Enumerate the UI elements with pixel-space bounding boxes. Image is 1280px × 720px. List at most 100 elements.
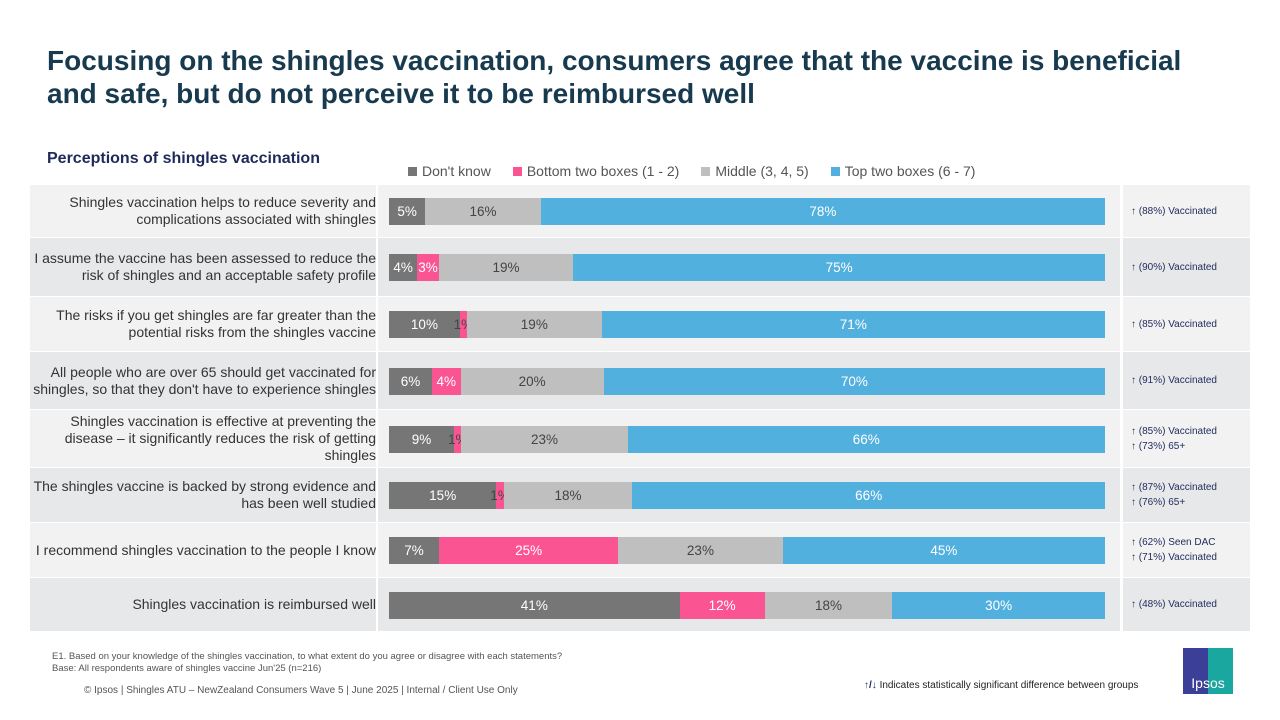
legend-label: Don't know bbox=[422, 163, 491, 179]
bar-segment: 18% bbox=[764, 591, 893, 619]
chart-row: The risks if you get shingles are far gr… bbox=[30, 297, 1250, 351]
bar-cell: 7% 25% 23% 45% bbox=[378, 523, 1121, 577]
legend-swatch bbox=[830, 166, 840, 176]
bar-segment: 66% bbox=[632, 482, 1105, 509]
data-label: 78% bbox=[809, 204, 837, 219]
bar-segment: 23% bbox=[618, 537, 783, 564]
data-label: 19% bbox=[520, 317, 548, 332]
bar-cell: 9% 1% 23% 66% bbox=[378, 410, 1121, 467]
base-note: Base: All respondents aware of shingles … bbox=[52, 663, 322, 674]
bar-segment: 12% bbox=[679, 591, 765, 619]
significance-text: (88%) Vaccinated bbox=[1138, 205, 1217, 217]
data-label: 66% bbox=[852, 431, 880, 447]
chart-row: All people who are over 65 should get va… bbox=[30, 352, 1250, 409]
legend-swatch bbox=[408, 166, 417, 176]
data-label: 3% bbox=[418, 260, 438, 275]
ipsos-logo: Ipsos bbox=[1183, 648, 1233, 694]
significance-cell: ↑ (62%) Seen DAC ↑ (71%) Vaccinated bbox=[1123, 523, 1250, 577]
category-label: The risks if you get shingles are far gr… bbox=[30, 297, 376, 351]
bar-segment: 70% bbox=[603, 367, 1105, 395]
significance-note: ↑ (88%) Vaccinated bbox=[1131, 206, 1250, 217]
chart-row: Shingles vaccination helps to reduce sev… bbox=[30, 185, 1250, 237]
data-label: 41% bbox=[520, 597, 548, 613]
significance-cell: ↑ (88%) Vaccinated bbox=[1123, 185, 1250, 237]
legend-item: Middle (3, 4, 5) bbox=[701, 163, 809, 179]
bar-segment: 10% bbox=[389, 311, 460, 338]
arrow-up-icon: ↑ bbox=[1131, 375, 1136, 386]
bar-cell: 41% 12% 18% 30% bbox=[378, 578, 1121, 631]
bar-segment: 1% bbox=[490, 482, 510, 509]
category-label: Shingles vaccination is reimbursed well bbox=[30, 578, 376, 631]
bar-segment: 75% bbox=[573, 254, 1105, 281]
data-label: 5% bbox=[397, 204, 417, 219]
question-note: E1. Based on your knowledge of the shing… bbox=[52, 651, 563, 662]
significance-text: (76%) 65+ bbox=[1138, 497, 1186, 508]
data-label: 4% bbox=[436, 373, 457, 389]
category-label: The shingles vaccine is backed by strong… bbox=[30, 468, 376, 522]
data-label: 23% bbox=[686, 543, 714, 558]
bar-segment: 1% bbox=[448, 425, 467, 453]
legend-label: Top two boxes (6 - 7) bbox=[844, 163, 976, 179]
copyright: © Ipsos | Shingles ATU – NewZealand Cons… bbox=[84, 685, 518, 696]
bar-segment: 19% bbox=[466, 311, 602, 338]
legend-swatch bbox=[512, 166, 522, 176]
data-label: 10% bbox=[410, 317, 438, 332]
stacked-bar: 41% 12% 18% 30% bbox=[389, 591, 1105, 619]
data-label: 25% bbox=[515, 543, 543, 558]
bar-cell: 4% 3% 19% 75% bbox=[378, 238, 1121, 296]
data-label: 6% bbox=[400, 373, 421, 389]
legend: Don't know Bottom two boxes (1 - 2) Middle… bbox=[408, 163, 997, 179]
data-label: 23% bbox=[530, 431, 558, 447]
bar-segment: 4% bbox=[431, 367, 461, 395]
data-label: 18% bbox=[814, 597, 843, 613]
data-label: 4% bbox=[393, 260, 413, 275]
legend-label: Middle (3, 4, 5) bbox=[715, 163, 809, 179]
stacked-bar: 4% 3% 19% 75% bbox=[389, 254, 1105, 281]
legend-label: Bottom two boxes (1 - 2) bbox=[526, 163, 680, 179]
significance-note: ↑ (48%) Vaccinated bbox=[1131, 599, 1250, 610]
category-label: Shingles vaccination helps to reduce sev… bbox=[30, 185, 376, 237]
bar-segment: 3% bbox=[417, 254, 439, 281]
significance-cell: ↑ (85%) Vaccinated bbox=[1123, 297, 1250, 351]
stacked-bar: 6% 4% 20% 70% bbox=[389, 367, 1105, 395]
bar-segment: 4% bbox=[389, 254, 418, 281]
bar-segment: 78% bbox=[540, 198, 1105, 225]
significance-text: (90%) Vaccinated bbox=[1138, 261, 1217, 273]
category-label: I assume the vaccine has been assessed t… bbox=[30, 238, 376, 296]
legend-item: Don't know bbox=[408, 163, 491, 179]
legend-item: Top two boxes (6 - 7) bbox=[830, 163, 976, 179]
chart-row: I assume the vaccine has been assessed t… bbox=[30, 238, 1250, 296]
bar-segment: 71% bbox=[601, 311, 1105, 338]
significance-note: ↑ (62%) Seen DAC bbox=[1131, 537, 1250, 548]
data-label: 75% bbox=[825, 260, 853, 275]
bar-cell: 5% 16% 78% bbox=[378, 185, 1121, 237]
bar-cell: 6% 4% 20% 70% bbox=[378, 352, 1121, 409]
bar-segment: 15% bbox=[389, 482, 497, 509]
category-label: Shingles vaccination is effective at pre… bbox=[30, 410, 376, 467]
data-label: 15% bbox=[429, 488, 457, 503]
arrow-up-icon: ↑ bbox=[1131, 205, 1136, 217]
data-label: 12% bbox=[708, 597, 736, 613]
stacked-bar: 7% 25% 23% 45% bbox=[389, 537, 1105, 564]
bar-segment: 41% bbox=[389, 591, 680, 619]
significance-cell: ↑ (87%) Vaccinated ↑ (76%) 65+ bbox=[1123, 468, 1250, 522]
bar-segment: 5% bbox=[389, 198, 426, 225]
bar-segment: 45% bbox=[782, 537, 1105, 564]
data-label: 20% bbox=[518, 373, 546, 389]
bar-segment: 20% bbox=[460, 367, 604, 395]
bar-segment: 16% bbox=[425, 198, 541, 225]
stacked-bar: 10% 1% 19% 71% bbox=[389, 311, 1105, 338]
category-label: I recommend shingles vaccination to the … bbox=[30, 523, 376, 577]
legend-item: Bottom two boxes (1 - 2) bbox=[512, 163, 680, 179]
arrow-up-icon: ↑ bbox=[1131, 482, 1136, 493]
arrow-up-icon: ↑ bbox=[1131, 261, 1136, 273]
stacked-bar: 9% 1% 23% 66% bbox=[389, 425, 1105, 453]
bar-cell: 15% 1% 18% 66% bbox=[378, 468, 1121, 522]
chart-row: Shingles vaccination is reimbursed well 4… bbox=[30, 578, 1250, 631]
data-label: 71% bbox=[839, 317, 867, 332]
stacked-bar: 15% 1% 18% 66% bbox=[389, 482, 1105, 509]
data-label: 19% bbox=[492, 260, 520, 275]
bar-segment: 6% bbox=[389, 367, 432, 395]
chart-row: I recommend shingles vaccination to the … bbox=[30, 523, 1250, 577]
chart-row: Shingles vaccination is effective at pre… bbox=[30, 410, 1250, 467]
